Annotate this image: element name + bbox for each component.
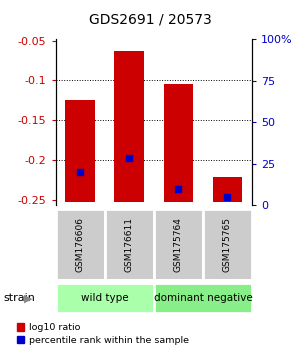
Bar: [154, 209, 203, 280]
Bar: [154, 283, 252, 313]
Bar: [56, 209, 105, 280]
Bar: [115, 51, 144, 202]
Point: [176, 187, 181, 192]
Text: GDS2691 / 20573: GDS2691 / 20573: [88, 12, 212, 27]
Bar: [213, 177, 242, 202]
Text: dominant negative: dominant negative: [154, 293, 252, 303]
Text: strain: strain: [3, 293, 35, 303]
Bar: [164, 84, 193, 202]
Text: GSM175764: GSM175764: [174, 217, 183, 272]
Point: [78, 169, 82, 175]
Text: ▶: ▶: [24, 293, 33, 303]
Bar: [65, 100, 95, 202]
Legend: log10 ratio, percentile rank within the sample: log10 ratio, percentile rank within the …: [17, 323, 189, 345]
Text: GSM175765: GSM175765: [223, 217, 232, 272]
Bar: [203, 209, 252, 280]
Text: wild type: wild type: [81, 293, 128, 303]
Text: GSM176611: GSM176611: [125, 217, 134, 272]
Point: [225, 195, 230, 200]
Bar: [56, 283, 154, 313]
Bar: [105, 209, 154, 280]
Point: [127, 155, 132, 161]
Text: GSM176606: GSM176606: [76, 217, 85, 272]
